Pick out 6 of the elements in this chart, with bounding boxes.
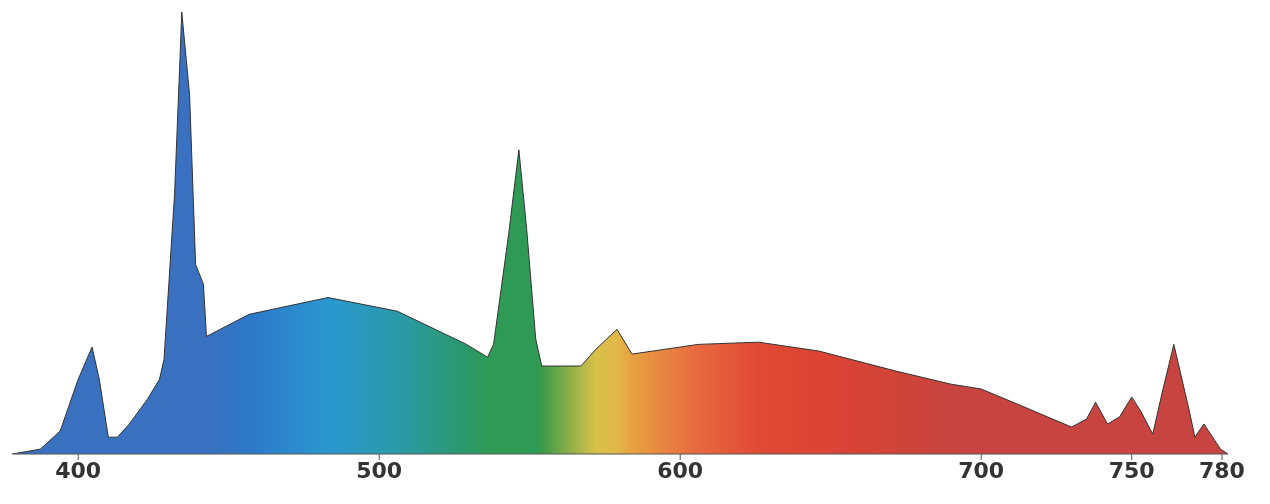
x-tick-label: 600 [657,457,704,483]
x-tick-label: 500 [356,457,403,483]
x-tick-label: 780 [1199,457,1245,483]
x-tick-label: 750 [1108,457,1155,483]
x-tick-label: 400 [55,457,102,483]
x-tick-label: 700 [958,457,1005,483]
